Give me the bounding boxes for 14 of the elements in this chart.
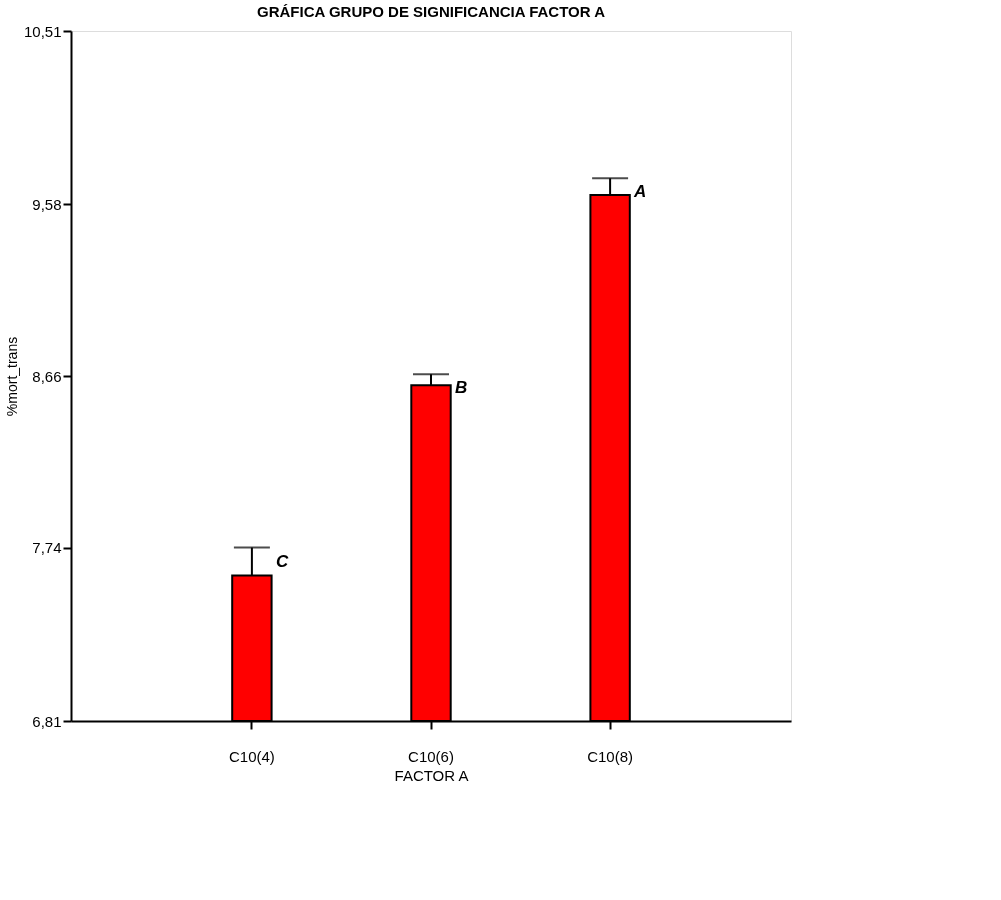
y-tick-label: 10,51: [23, 22, 62, 40]
y-tick-label: 9,58: [32, 195, 62, 213]
y-tick-label: 6,81: [32, 712, 62, 730]
annotation: A: [633, 182, 647, 202]
y-axis-title: %mort_trans: [3, 336, 20, 417]
x-tick-label: C10(8): [587, 747, 634, 765]
y-tick-label: 8,66: [32, 367, 62, 385]
chart-title: GRÁFICA GRUPO DE SIGNIFICANCIA FACTOR A: [256, 3, 606, 20]
annotation: B: [455, 378, 468, 398]
x-tick-label: C10(6): [408, 747, 454, 765]
x-axis-title: FACTOR A: [394, 766, 469, 784]
annotation: C: [275, 551, 289, 571]
y-tick-label: 7,74: [32, 539, 62, 557]
x-tick-label: C10(4): [228, 747, 275, 765]
